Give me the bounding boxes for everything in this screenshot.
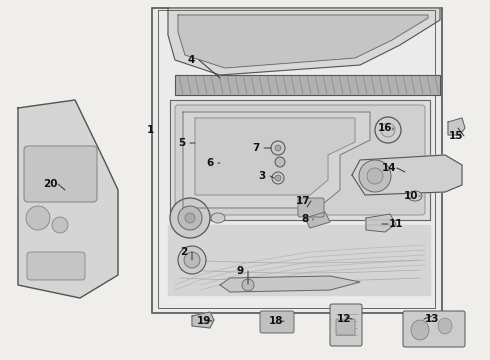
Ellipse shape [411,320,429,340]
Circle shape [184,252,200,268]
Polygon shape [168,8,440,75]
Circle shape [170,198,210,238]
Circle shape [381,123,395,137]
FancyBboxPatch shape [260,311,294,333]
Text: 11: 11 [389,219,403,229]
Text: 13: 13 [425,314,439,324]
Text: 1: 1 [147,125,154,135]
Text: 15: 15 [449,131,463,141]
Text: 17: 17 [295,196,310,206]
Circle shape [26,206,50,230]
Text: 10: 10 [404,191,418,201]
Text: 9: 9 [237,266,244,276]
Polygon shape [168,225,430,295]
Circle shape [272,172,284,184]
Circle shape [275,157,285,167]
Polygon shape [305,212,330,228]
Polygon shape [220,276,360,292]
Polygon shape [18,100,118,298]
Text: 14: 14 [382,163,396,173]
FancyBboxPatch shape [403,311,465,347]
Circle shape [367,168,383,184]
Polygon shape [170,100,430,220]
Ellipse shape [438,318,452,334]
Text: 19: 19 [197,316,211,326]
Polygon shape [366,214,396,232]
FancyBboxPatch shape [330,304,362,346]
FancyBboxPatch shape [175,105,425,215]
Circle shape [275,145,281,151]
Text: 20: 20 [43,179,57,189]
Circle shape [275,175,281,181]
Polygon shape [195,118,355,195]
Ellipse shape [211,213,225,223]
Polygon shape [352,155,462,195]
Circle shape [178,206,202,230]
Circle shape [271,141,285,155]
Circle shape [178,246,206,274]
Polygon shape [448,118,465,135]
Bar [175,75,440,95]
FancyBboxPatch shape [298,198,324,217]
Circle shape [52,217,68,233]
FancyBboxPatch shape [27,252,85,280]
Circle shape [185,213,195,223]
Text: 4: 4 [187,55,195,65]
Text: 7: 7 [252,143,260,153]
Ellipse shape [408,191,422,201]
Circle shape [242,279,254,291]
Bar [152,8,442,313]
Text: 8: 8 [301,214,309,224]
FancyBboxPatch shape [336,319,355,335]
Polygon shape [183,112,370,208]
FancyBboxPatch shape [24,146,97,202]
Text: 6: 6 [206,158,214,168]
Polygon shape [192,312,214,328]
Text: 18: 18 [269,316,283,326]
Text: 12: 12 [337,314,351,324]
Text: 2: 2 [180,247,188,257]
Polygon shape [178,15,428,68]
Text: 3: 3 [258,171,266,181]
Text: 16: 16 [378,123,392,133]
Circle shape [359,160,391,192]
Text: 5: 5 [178,138,186,148]
